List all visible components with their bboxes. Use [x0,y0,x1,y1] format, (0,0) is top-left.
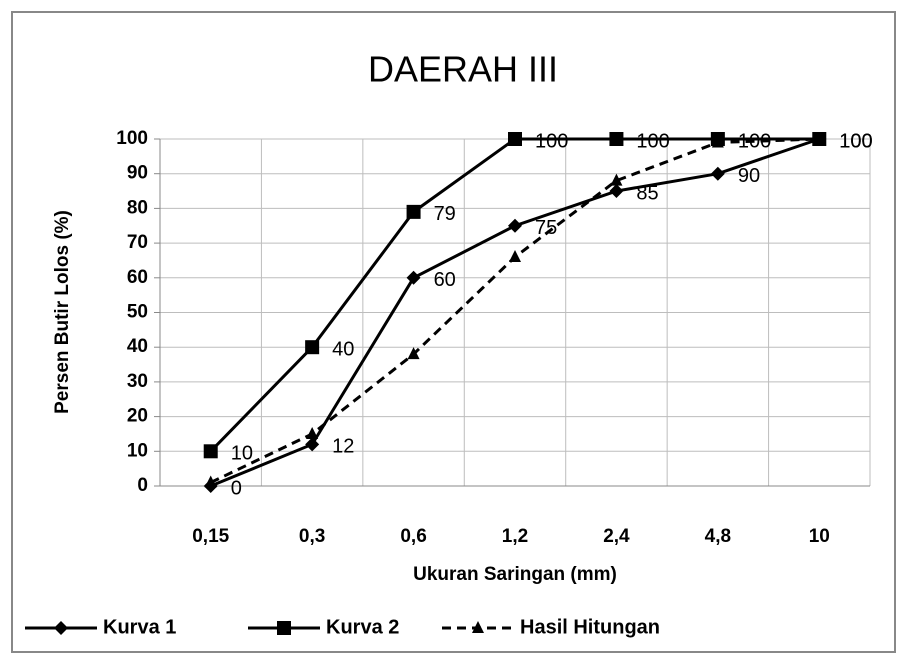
chart-frame [11,11,896,653]
y-axis-title: Persen Butir Lolos (%) [52,210,73,414]
marker [306,426,319,439]
y-tick-label: 70 [127,232,148,253]
marker [54,621,68,635]
marker [277,621,291,635]
data-label: 85 [636,182,658,204]
marker [203,444,218,459]
marker [813,132,826,144]
y-tick-label: 90 [127,163,148,184]
marker [406,204,421,219]
marker [305,340,320,355]
data-label: 90 [738,165,760,187]
marker [472,621,484,633]
y-tick-label: 40 [127,336,148,357]
marker [609,184,624,199]
data-label: 100 [839,130,872,152]
y-tick-label: 30 [127,371,148,392]
y-tick-label: 20 [127,406,148,427]
y-tick-label: 60 [127,267,148,288]
data-label: 79 [434,203,456,225]
data-label: 100 [738,130,771,152]
data-label: 75 [535,217,557,239]
marker [305,437,320,452]
x-axis-title: Ukuran Saringan (mm) [413,564,617,585]
data-label: 60 [434,269,456,291]
marker [610,173,623,186]
x-tick-label: 1,2 [502,526,528,547]
y-tick-label: 10 [127,440,148,461]
marker [509,249,521,262]
x-tick-label: 10 [809,526,830,547]
data-label: 12 [332,436,354,458]
data-label: 40 [332,338,354,360]
data-label: 10 [231,443,253,465]
marker [609,132,624,146]
x-tick-label: 4,8 [705,526,731,547]
chart-title: DAERAH III [368,49,558,90]
legend-label: Kurva 2 [326,616,399,638]
data-label: 100 [636,130,669,152]
data-label: 100 [535,130,568,152]
x-tick-label: 0,3 [299,526,325,547]
marker [508,132,522,146]
legend-label: Hasil Hitungan [520,616,660,638]
marker [406,270,421,285]
data-label: 0 [231,477,242,499]
marker [508,218,522,233]
marker [204,475,217,488]
x-tick-label: 0,6 [400,526,426,547]
x-tick-label: 2,4 [603,526,630,547]
x-tick-label: 0,15 [192,526,229,547]
marker [710,166,725,181]
y-tick-label: 100 [116,128,148,149]
y-tick-label: 0 [137,475,148,496]
y-tick-label: 50 [127,302,148,323]
legend-label: Kurva 1 [103,616,176,638]
marker [711,135,724,148]
y-tick-label: 80 [127,197,148,218]
data-label: 100 [839,130,872,152]
marker [407,347,420,360]
